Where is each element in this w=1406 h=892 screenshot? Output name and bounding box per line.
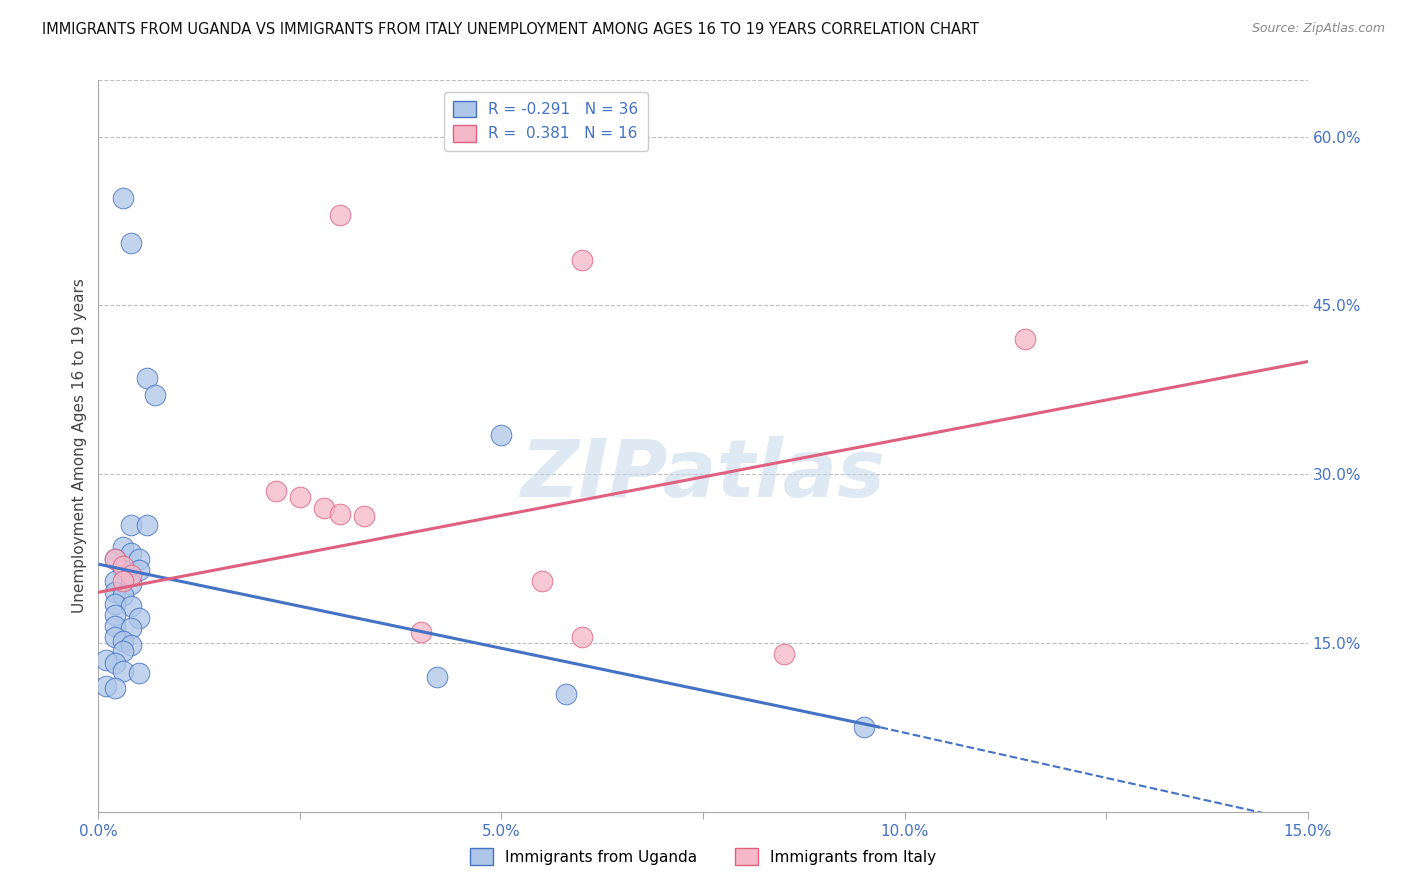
- Point: [530, 574, 553, 588]
- Point: [111, 664, 134, 678]
- Point: [120, 546, 142, 560]
- Point: [128, 551, 150, 566]
- Point: [128, 666, 150, 681]
- Point: [103, 607, 125, 622]
- Point: [111, 588, 134, 602]
- Point: [111, 559, 134, 574]
- Point: [120, 638, 142, 652]
- Point: [111, 644, 134, 658]
- Point: [103, 551, 125, 566]
- Point: [329, 507, 352, 521]
- Point: [120, 577, 142, 591]
- Point: [120, 517, 142, 532]
- Point: [111, 574, 134, 588]
- Point: [96, 653, 118, 667]
- Point: [111, 191, 134, 205]
- Y-axis label: Unemployment Among Ages 16 to 19 years: Unemployment Among Ages 16 to 19 years: [72, 278, 87, 614]
- Point: [120, 621, 142, 635]
- Point: [128, 563, 150, 577]
- Point: [103, 619, 125, 633]
- Point: [120, 599, 142, 613]
- Legend: Immigrants from Uganda, Immigrants from Italy: Immigrants from Uganda, Immigrants from …: [464, 842, 942, 871]
- Point: [128, 611, 150, 625]
- Point: [1014, 332, 1036, 346]
- Point: [264, 483, 287, 498]
- Legend: R = -0.291   N = 36, R =  0.381   N = 16: R = -0.291 N = 36, R = 0.381 N = 16: [444, 92, 648, 151]
- Point: [143, 388, 166, 402]
- Point: [103, 597, 125, 611]
- Point: [103, 630, 125, 644]
- Point: [103, 574, 125, 588]
- Point: [111, 541, 134, 555]
- Point: [772, 647, 794, 661]
- Text: Source: ZipAtlas.com: Source: ZipAtlas.com: [1251, 22, 1385, 36]
- Point: [103, 681, 125, 695]
- Point: [103, 551, 125, 566]
- Point: [571, 253, 593, 268]
- Point: [111, 633, 134, 648]
- Text: ZIPatlas: ZIPatlas: [520, 436, 886, 515]
- Point: [103, 656, 125, 670]
- Point: [555, 687, 578, 701]
- Point: [426, 670, 449, 684]
- Point: [491, 427, 513, 442]
- Point: [135, 371, 157, 385]
- Point: [120, 236, 142, 251]
- Text: IMMIGRANTS FROM UGANDA VS IMMIGRANTS FROM ITALY UNEMPLOYMENT AMONG AGES 16 TO 19: IMMIGRANTS FROM UGANDA VS IMMIGRANTS FRO…: [42, 22, 979, 37]
- Point: [353, 508, 375, 523]
- Point: [96, 679, 118, 693]
- Point: [135, 517, 157, 532]
- Point: [111, 563, 134, 577]
- Point: [329, 208, 352, 222]
- Point: [571, 630, 593, 644]
- Point: [288, 490, 311, 504]
- Point: [314, 500, 336, 515]
- Point: [103, 585, 125, 599]
- Point: [120, 568, 142, 582]
- Point: [853, 720, 876, 734]
- Point: [409, 624, 432, 639]
